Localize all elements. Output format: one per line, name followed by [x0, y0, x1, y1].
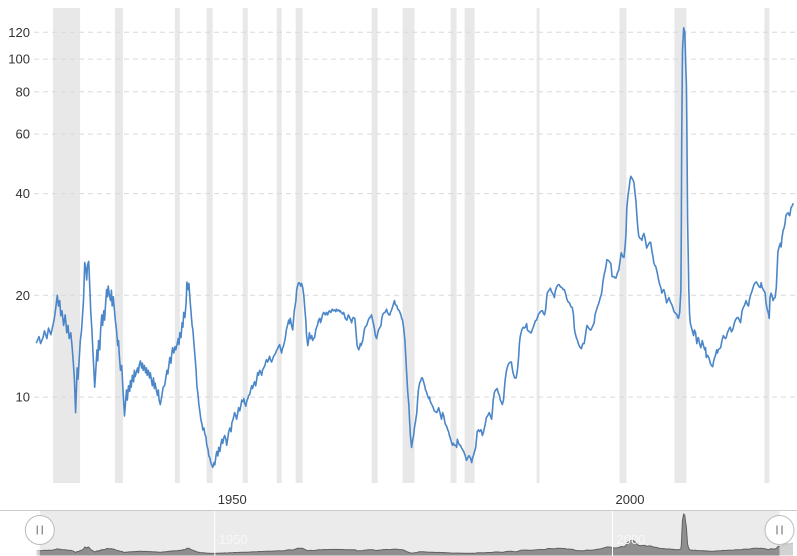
- navigator: 1950 2000: [0, 510, 797, 556]
- plot-area[interactable]: [34, 8, 797, 483]
- recession-bands: [53, 8, 770, 483]
- y-tick-label: 20: [16, 288, 30, 303]
- recession-band: [242, 8, 248, 483]
- navigator-tick-label: 2000: [617, 532, 646, 547]
- recession-band: [536, 8, 540, 483]
- navigator-tick-label: 1950: [219, 532, 248, 547]
- navigator-area-outline: [36, 512, 794, 554]
- recession-band: [295, 8, 303, 483]
- y-tick-label: 80: [16, 84, 30, 99]
- y-tick-label: 120: [8, 25, 30, 40]
- x-tick-label: 2000: [616, 492, 645, 507]
- y-tick-label: 100: [8, 52, 30, 67]
- navigator-handle-left[interactable]: [24, 515, 55, 545]
- y-axis-labels: 10 20 40 60 80 100 120: [8, 25, 30, 405]
- recession-band: [464, 8, 475, 483]
- recession-band: [206, 8, 213, 483]
- pe-ratio-line: [35, 27, 794, 469]
- y-tick-label: 10: [16, 390, 30, 405]
- recession-band: [276, 8, 282, 483]
- navigator-handle-right-circle[interactable]: [764, 515, 795, 545]
- y-tick-label: 60: [16, 127, 30, 142]
- grip-icon: [776, 525, 783, 535]
- recession-band: [174, 8, 180, 483]
- recession-band: [371, 8, 378, 483]
- navigator-handle-right[interactable]: [764, 515, 795, 545]
- x-tick-label: 1950: [218, 492, 247, 507]
- y-tick-label: 40: [16, 186, 30, 201]
- recession-band: [450, 8, 457, 483]
- recession-band: [619, 8, 627, 483]
- recession-band: [114, 8, 123, 483]
- series: [35, 27, 794, 469]
- grip-icon: [36, 525, 43, 535]
- recession-band: [764, 8, 770, 483]
- navigator-handle-left-circle[interactable]: [24, 515, 55, 545]
- x-axis-labels: 1950 2000: [218, 492, 645, 507]
